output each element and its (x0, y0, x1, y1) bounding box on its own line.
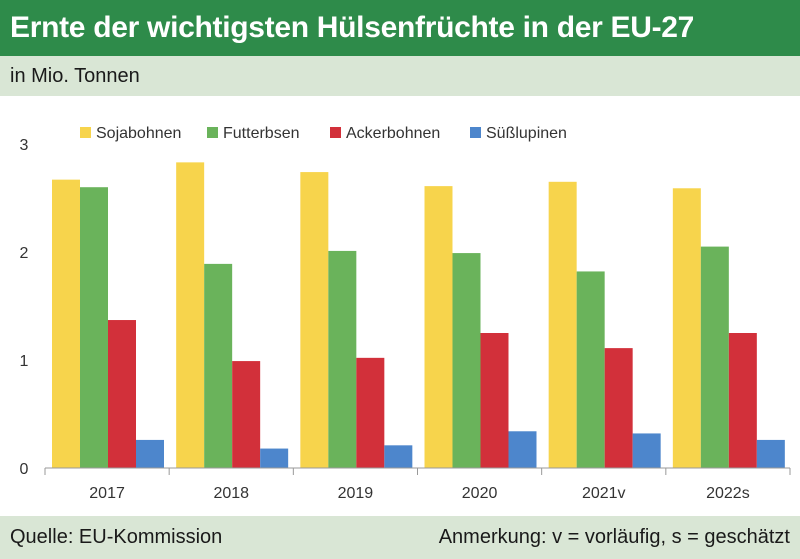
bar-2018-ackerbohnen (232, 361, 261, 468)
unit-label: in Mio. Tonnen (0, 56, 800, 96)
bar-2017-süßlupinen (136, 439, 164, 468)
legend-item-4: Süßlupinen (470, 125, 567, 142)
bar-2017-sojabohnen (52, 179, 80, 468)
bar-2017-futterbsen (80, 187, 108, 468)
x-tick-label: 2022s (706, 485, 750, 502)
bars (52, 162, 785, 469)
bar-2018-futterbsen (204, 263, 233, 468)
footer: Quelle: EU-Kommission Anmerkung: v = vor… (0, 516, 800, 559)
bar-2018-sojabohnen (176, 162, 205, 469)
bar-2020-ackerbohnen (480, 333, 509, 468)
x-axis: 2017 2018 2019 2020 2021v 2022s (44, 467, 791, 502)
legend-swatch (207, 127, 218, 138)
legend: Sojabohnen Futterbsen Ackerbohnen Süßlupine… (80, 125, 567, 142)
y-tick-label: 0 (20, 461, 29, 478)
legend-label: Süßlupinen (486, 125, 567, 142)
legend-swatch (470, 127, 481, 138)
legend-label: Ackerbohnen (346, 125, 440, 142)
bar-2019-ackerbohnen (356, 357, 385, 468)
bar-2019-süßlupinen (384, 445, 413, 468)
bar-2021v-futterbsen (576, 271, 605, 468)
source-text: Quelle: EU-Kommission (10, 526, 223, 548)
legend-item-2: Futterbsen (207, 125, 299, 142)
bar-2021v-süßlupinen (632, 433, 661, 468)
legend-swatch (330, 127, 341, 138)
x-tick-label: 2021v (582, 485, 626, 502)
bar-2022s-süßlupinen (756, 439, 785, 468)
x-tick-label: 2017 (89, 485, 125, 502)
bar-2020-futterbsen (452, 253, 481, 468)
x-tick-label: 2020 (462, 485, 498, 502)
y-axis: 0 1 2 3 (20, 137, 29, 478)
bar-2020-sojabohnen (424, 186, 453, 468)
legend-label: Sojabohnen (96, 125, 181, 142)
x-tick-label: 2018 (213, 485, 249, 502)
note-text: Anmerkung: v = vorläufig, s = geschätzt (438, 526, 790, 548)
bar-2017-ackerbohnen (108, 320, 136, 468)
y-tick-label: 1 (20, 353, 29, 370)
legend-item-1: Sojabohnen (80, 125, 181, 142)
bar-chart: Sojabohnen Futterbsen Ackerbohnen Süßlupine… (20, 125, 791, 502)
bar-2019-sojabohnen (300, 172, 329, 468)
x-tick-label: 2019 (338, 485, 374, 502)
y-tick-label: 3 (20, 137, 29, 154)
bar-2022s-futterbsen (700, 246, 729, 468)
legend-label: Futterbsen (223, 125, 299, 142)
legend-item-3: Ackerbohnen (330, 125, 440, 142)
bar-2019-futterbsen (328, 250, 357, 468)
bar-2020-süßlupinen (508, 431, 537, 468)
bar-2018-süßlupinen (260, 448, 289, 468)
bar-2021v-sojabohnen (548, 181, 577, 469)
legend-swatch (80, 127, 91, 138)
bar-2021v-ackerbohnen (604, 348, 633, 468)
bar-2022s-ackerbohnen (728, 333, 757, 468)
y-tick-label: 2 (20, 245, 29, 262)
bar-2022s-sojabohnen (672, 188, 701, 468)
chart-area: Sojabohnen Futterbsen Ackerbohnen Süßlupine… (0, 96, 800, 516)
chart-title: Ernte der wichtigsten Hülsenfrüchte in d… (0, 0, 800, 56)
